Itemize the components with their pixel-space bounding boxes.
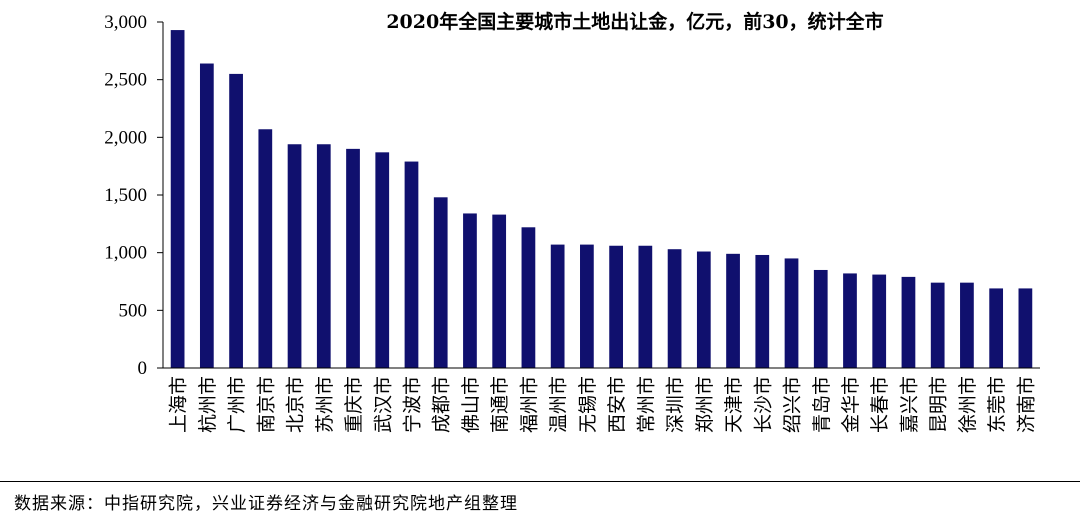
x-tick-label: 绍兴市: [782, 376, 804, 433]
bar: [638, 245, 653, 368]
bar: [258, 129, 273, 368]
x-tick-label: 济南市: [1015, 376, 1037, 433]
bar: [433, 197, 448, 368]
bar: [609, 245, 623, 368]
y-tick-label: 1,500: [104, 185, 147, 206]
x-tick-label: 常州市: [635, 376, 657, 433]
x-tick-label: 重庆市: [343, 376, 365, 433]
x-tick-label: 温州市: [548, 376, 570, 433]
x-tick-label: 东莞市: [986, 376, 1008, 433]
y-axis: 0 500 1,000 1,500 2,000 2,500 3,000: [104, 12, 164, 379]
x-tick-label: 嘉兴市: [898, 376, 920, 433]
x-tick-label: 成都市: [431, 376, 453, 433]
footer-divider: [0, 481, 1080, 482]
bar: [667, 249, 682, 368]
bar: [696, 251, 711, 368]
bar: [726, 253, 740, 368]
x-tick-label: 郑州市: [694, 376, 716, 433]
y-tick-label: 1,000: [104, 243, 147, 264]
bar: [404, 161, 419, 368]
bar: [199, 63, 214, 369]
bar: [521, 227, 536, 368]
chart-title: 2020年全国主要城市土地出让金，亿元，前30，统计全市: [386, 10, 883, 33]
bar: [960, 282, 974, 368]
x-tick-label: 上海市: [168, 376, 190, 433]
bar: [930, 282, 945, 368]
bar: [843, 273, 857, 368]
bar: [989, 288, 1004, 368]
x-tick-label: 广州市: [226, 376, 248, 433]
y-tick-label: 2,500: [104, 70, 147, 91]
bar: [316, 144, 331, 368]
x-tick-label: 南京市: [255, 376, 277, 433]
y-tick-label: 500: [119, 300, 148, 321]
x-tick-label: 佛山市: [460, 376, 482, 433]
y-tick-label: 2,000: [104, 127, 147, 148]
x-tick-label: 武汉市: [372, 376, 394, 433]
bar: [170, 30, 185, 368]
bar: [492, 214, 507, 368]
x-tick-label: 宁波市: [401, 376, 423, 433]
bar: [346, 148, 360, 368]
source-note: 数据来源：中指研究院，兴业证券经济与金融研究院地产组整理: [14, 494, 518, 514]
bar: [1018, 288, 1033, 368]
x-tick-label: 杭州市: [197, 376, 219, 433]
x-tick-label: 深圳市: [665, 376, 687, 433]
bar: [901, 276, 916, 368]
bar: [229, 73, 243, 369]
bar: [784, 258, 799, 368]
bar: [463, 213, 477, 368]
x-tick-label: 苏州市: [314, 376, 336, 433]
bar: [550, 244, 565, 368]
x-tick-label: 福州市: [518, 376, 540, 433]
bar-chart: 2020年全国主要城市土地出让金，亿元，前30，统计全市 0 500 1,000 1,…: [104, 10, 1040, 433]
x-tick-label: 金华市: [840, 376, 862, 433]
x-tick-label: 长沙市: [752, 376, 774, 433]
bar: [755, 254, 770, 368]
y-tick-label: 3,000: [104, 12, 147, 33]
x-tick-label: 无锡市: [577, 376, 599, 433]
x-tick-label: 北京市: [285, 376, 307, 433]
bars: [170, 30, 1033, 369]
bar: [872, 274, 887, 368]
bar: [813, 269, 828, 368]
x-tick-label: 西安市: [606, 376, 628, 433]
bar: [287, 144, 302, 368]
x-tick-label: 长春市: [869, 376, 891, 433]
x-tick-label: 昆明市: [928, 376, 950, 433]
bar: [375, 152, 390, 368]
x-tick-label: 天津市: [723, 376, 745, 433]
x-tick-label: 青岛市: [811, 376, 833, 433]
x-tick-label: 南通市: [489, 376, 511, 433]
bar: [580, 244, 594, 368]
x-tick-label: 徐州市: [957, 376, 979, 433]
x-axis: 上海市 杭州市 广州市 南京市 北京市 苏州市 重庆市 武汉市 宁波市 成都市 佛山市 南通市 福州市温…: [163, 367, 1040, 433]
y-tick-label: 0: [138, 358, 148, 379]
